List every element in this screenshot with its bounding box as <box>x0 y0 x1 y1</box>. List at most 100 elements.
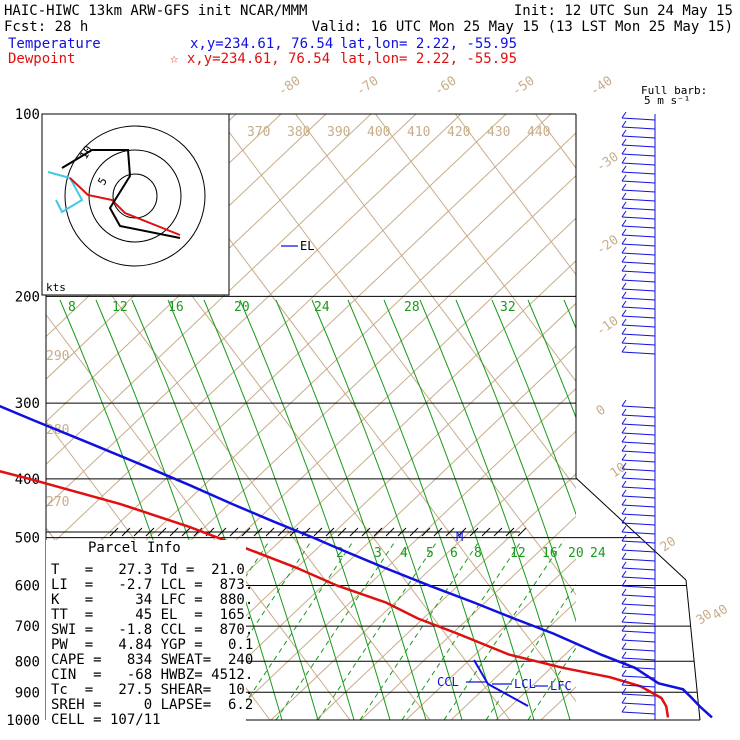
isotherm-label: -40 <box>588 74 616 100</box>
adiabat-line <box>315 473 576 720</box>
adiabat-line <box>46 114 417 466</box>
mixing-ratio-label-top: 32 <box>500 300 516 315</box>
mixing-ratio-line <box>527 647 576 720</box>
wind-barb-flag <box>621 336 627 344</box>
adiabat-line <box>676 114 740 720</box>
wind-barb-flag <box>621 264 627 272</box>
moist-adiabat <box>419 299 571 720</box>
moist-adiabat <box>527 299 576 419</box>
hatch-mark <box>397 527 407 537</box>
mixing-ratio-line <box>275 539 397 720</box>
wind-barb-flag <box>621 687 627 695</box>
wind-barb-staff <box>621 702 656 706</box>
wind-barb-flag <box>621 606 627 614</box>
wind-barb-staff <box>621 603 656 607</box>
mixing-ratio-label-mid: 3 <box>374 546 382 561</box>
wind-barb-flag <box>621 678 627 686</box>
wind-barb-staff <box>621 324 656 328</box>
wind-barb-flag <box>621 696 627 704</box>
wind-barb-flag <box>621 651 627 659</box>
adiabat-line <box>46 114 372 423</box>
wind-barb-flag <box>621 489 627 497</box>
wind-barb-flag <box>621 165 627 173</box>
wind-barb-flag <box>621 453 627 461</box>
parcel-info-row: SREH = 0 LAPSE= 6.2 <box>51 697 253 713</box>
wind-barb-staff <box>621 423 656 427</box>
theta-label-left: 270 <box>46 495 69 510</box>
pressure-label: 800 <box>15 654 40 670</box>
hatch-mark <box>445 527 455 537</box>
ccl-label: CCL <box>437 675 459 689</box>
wind-barb-staff <box>621 450 656 454</box>
wind-barb-staff <box>621 171 656 175</box>
hatch-mark <box>469 527 479 537</box>
parcel-info-rows: T = 27.3 Td = 21.0LI = -2.7 LCL = 873.K … <box>51 562 253 728</box>
parcel-info-panel <box>46 540 246 722</box>
wind-barb-flag <box>621 444 627 452</box>
wind-barb-flag <box>621 579 627 587</box>
wind-barb-staff <box>621 567 656 571</box>
wind-barbs <box>621 111 656 715</box>
mixing-ratio-line <box>359 539 481 720</box>
wind-barb-staff <box>621 513 656 517</box>
wind-barb-flag <box>621 309 627 317</box>
wind-barb-staff <box>621 432 656 436</box>
wind-barb-flag <box>621 597 627 605</box>
moist-adiabat <box>167 299 319 720</box>
wind-barb-staff <box>621 576 656 580</box>
hatch-mark <box>157 527 167 537</box>
wind-barb-flag <box>621 480 627 488</box>
adiabat-line <box>495 643 576 720</box>
adiabat-line <box>46 114 552 593</box>
hodograph-box <box>41 113 230 296</box>
mixing-ratio-label-top: 24 <box>314 300 330 315</box>
wind-barb-flag <box>621 507 627 515</box>
legend-dewpoint: Dewpoint <box>8 51 75 67</box>
wind-barb-staff <box>621 621 656 625</box>
wind-barb-staff <box>621 486 656 490</box>
wind-barb-flag <box>621 282 627 290</box>
wind-barb-staff <box>621 234 656 238</box>
hatch-mark <box>145 527 155 537</box>
wind-barb-staff <box>621 531 656 535</box>
mixing-ratio-label-mid: 2 <box>336 546 344 561</box>
wind-barb-staff <box>621 333 656 337</box>
theta-label: 370 <box>247 125 270 140</box>
wind-barb-staff <box>621 648 656 652</box>
wind-barb-flag <box>621 426 627 434</box>
moist-adiabat <box>491 299 576 516</box>
hatch-mark <box>193 527 203 537</box>
pressure-label: 900 <box>15 685 40 701</box>
moist-adiabat <box>311 299 463 720</box>
isotherm-line <box>295 114 576 489</box>
theta-label: 400 <box>367 125 390 140</box>
wind-barb-staff <box>621 693 656 697</box>
wind-barb-flag <box>621 318 627 326</box>
mixing-ratio-label-mid: 16 <box>542 546 558 561</box>
barb-key-line1: Full barb: <box>641 84 707 97</box>
wind-barb-staff <box>621 288 656 292</box>
m-label: M <box>456 530 463 544</box>
wind-barb-staff <box>621 342 656 346</box>
hatch-mark <box>505 527 515 537</box>
forecast-hour: Fcst: 28 h <box>4 19 88 35</box>
wind-barb-flag <box>621 471 627 479</box>
wind-barb-staff <box>621 504 656 508</box>
mixing-ratio-label-top: 28 <box>404 300 420 315</box>
wind-barb-flag <box>621 615 627 623</box>
wind-barb-staff <box>621 594 656 598</box>
moist-adiabat <box>131 299 283 720</box>
wind-barb-staff <box>621 675 656 679</box>
parcel-info-row: LI = -2.7 LCL = 873. <box>51 577 253 593</box>
parcel-info-row: T = 27.3 Td = 21.0 <box>51 562 245 578</box>
mixing-ratio-label-mid: 5 <box>426 546 434 561</box>
hatch-mark <box>121 527 131 537</box>
theta-label: 420 <box>447 125 470 140</box>
parcel-info-row: PW = 4.84 YGP = 0.1 <box>51 637 253 653</box>
mixing-ratio-label-top: 12 <box>112 300 128 315</box>
moist-adiabat <box>600 300 740 720</box>
hodograph-trace-upper <box>61 149 181 239</box>
wind-barb-flag <box>621 300 627 308</box>
hatch-mark <box>433 527 443 537</box>
wind-barb-staff <box>621 684 656 688</box>
